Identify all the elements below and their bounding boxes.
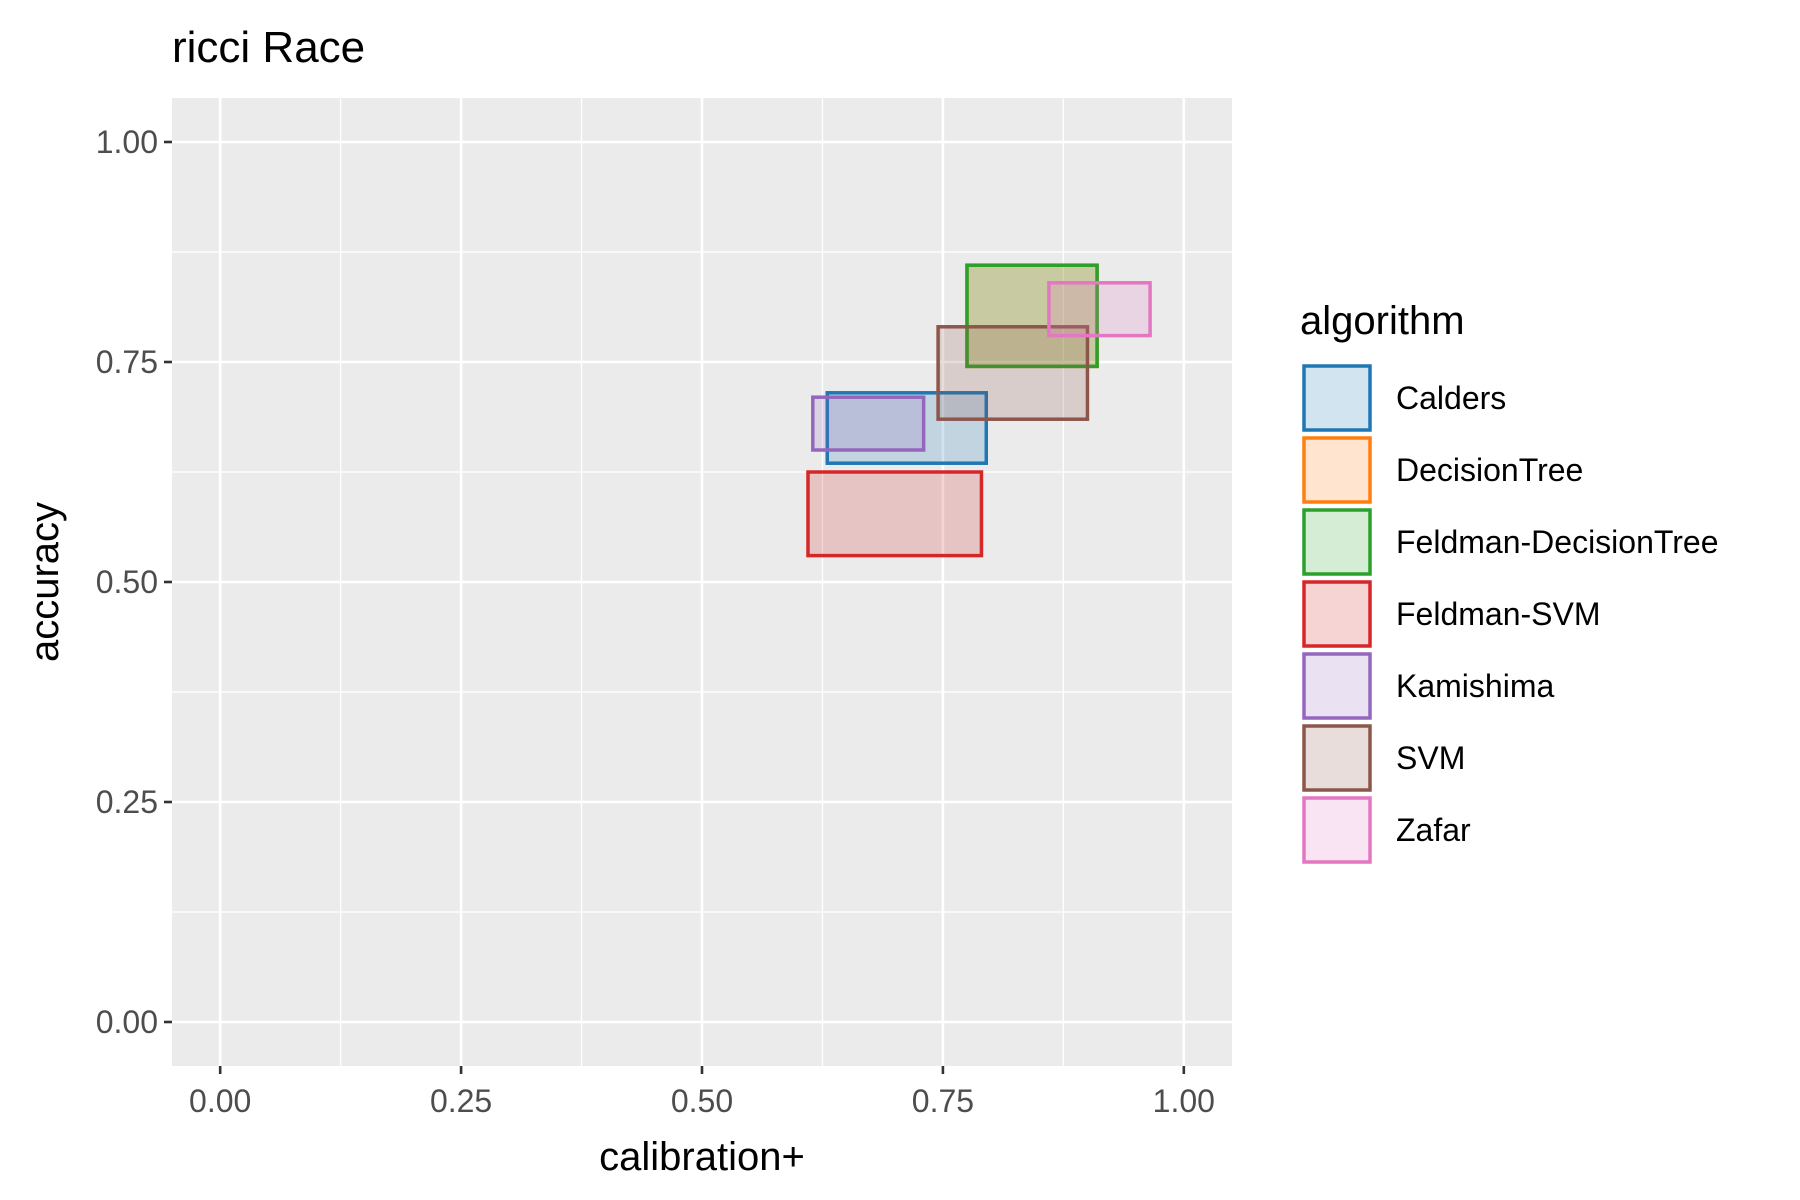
legend-label-feldman-decisiontree: Feldman-DecisionTree xyxy=(1396,524,1718,560)
legend-label-feldman-svm: Feldman-SVM xyxy=(1396,596,1601,632)
chart-title: ricci Race xyxy=(172,23,365,72)
rect-svm xyxy=(936,325,1090,421)
legend-label-zafar: Zafar xyxy=(1396,812,1471,848)
x-tick-label: 0.50 xyxy=(671,1083,733,1119)
rect-zafar xyxy=(1047,281,1152,338)
rect-feldman-svm xyxy=(806,470,984,558)
legend-label-calders: Calders xyxy=(1396,380,1506,416)
x-tick-label: 0.75 xyxy=(912,1083,974,1119)
legend-key-svm xyxy=(1302,724,1372,792)
legend-key-zafar xyxy=(1302,796,1372,864)
rect-kamishima xyxy=(811,395,926,452)
grid xyxy=(172,98,1232,1066)
legend-label-svm: SVM xyxy=(1396,740,1465,776)
legend-key-feldman-svm xyxy=(1302,580,1372,648)
rect-feldman-decisiontree xyxy=(965,263,1099,369)
x-axis-title: calibration+ xyxy=(599,1135,805,1179)
axes: 0.00 0.25 0.50 0.75 1.00 0.00 0.25 0.50 0.75 1.00 xyxy=(96,124,1215,1119)
legend-key-feldman-decisiontree xyxy=(1302,508,1372,576)
legend-title: algorithm xyxy=(1300,299,1465,343)
y-tick-label: 0.00 xyxy=(96,1004,158,1040)
x-tick-label: 0.25 xyxy=(430,1083,492,1119)
legend: algorithm Calders DecisionTree Feldman-Dec… xyxy=(1300,299,1718,864)
legend-label-decisiontree: DecisionTree xyxy=(1396,452,1583,488)
y-tick-label: 0.50 xyxy=(96,564,158,600)
y-tick-label: 0.25 xyxy=(96,784,158,820)
legend-label-kamishima: Kamishima xyxy=(1396,668,1554,704)
x-tick-label: 0.00 xyxy=(189,1083,251,1119)
y-tick-label: 1.00 xyxy=(96,124,158,160)
x-tick-label: 1.00 xyxy=(1153,1083,1215,1119)
data-marks xyxy=(806,263,1152,558)
legend-key-kamishima xyxy=(1302,652,1372,720)
y-axis-title: accuracy xyxy=(23,502,67,662)
y-tick-label: 0.75 xyxy=(96,344,158,380)
legend-key-decisiontree xyxy=(1302,436,1372,504)
legend-key-calders xyxy=(1302,364,1372,432)
